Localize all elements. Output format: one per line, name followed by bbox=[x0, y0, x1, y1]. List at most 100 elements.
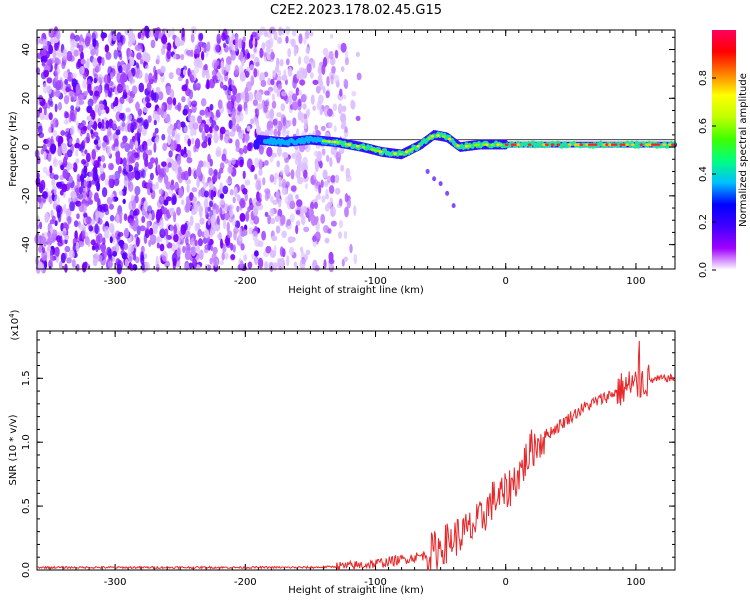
heatmap-cell bbox=[128, 33, 133, 44]
heatmap-cell bbox=[115, 154, 121, 165]
heatmap-cell bbox=[261, 42, 266, 50]
heatmap-cell bbox=[158, 32, 163, 40]
heatmap-cell bbox=[219, 162, 225, 170]
heatmap-cell bbox=[80, 58, 86, 65]
heatmap-cell bbox=[206, 79, 210, 90]
heatmap-cell bbox=[146, 205, 153, 216]
heatmap-cell bbox=[303, 226, 310, 233]
heatmap-cell bbox=[77, 122, 84, 131]
heatmap-cell bbox=[87, 199, 94, 205]
heatmap-cell bbox=[178, 187, 184, 198]
heatmap-cell bbox=[322, 86, 326, 94]
heatmap-cell bbox=[430, 134, 435, 138]
heatmap-cell bbox=[270, 218, 276, 225]
heatmap-cell bbox=[189, 191, 194, 201]
heatmap-cell bbox=[103, 134, 109, 144]
heatmap-cell bbox=[305, 47, 310, 54]
heatmap-cell bbox=[172, 257, 177, 266]
heatmap-cell bbox=[153, 142, 157, 153]
heatmap-cell bbox=[155, 181, 159, 190]
heatmap-cell bbox=[206, 133, 213, 140]
heatmap-cell bbox=[286, 219, 292, 226]
heatmap-cell bbox=[277, 83, 282, 90]
heatmap-cell bbox=[121, 82, 126, 93]
heatmap-cell bbox=[258, 145, 264, 155]
heatmap-cell bbox=[337, 43, 342, 50]
heatmap-cell bbox=[226, 56, 232, 65]
heatmap-cell bbox=[301, 215, 306, 226]
heatmap-cell bbox=[148, 213, 152, 221]
heatmap-cell bbox=[52, 37, 59, 44]
heatmap-cell bbox=[63, 234, 70, 240]
heatmap-cell bbox=[224, 238, 230, 244]
snr-frame bbox=[36, 330, 676, 571]
heatmap-cell bbox=[54, 40, 60, 52]
heatmap-cell bbox=[91, 179, 95, 185]
heatmap-cell bbox=[236, 205, 240, 213]
heatmap-cell bbox=[353, 205, 357, 217]
heatmap-cell bbox=[513, 143, 518, 146]
heatmap-cell bbox=[102, 237, 106, 245]
spectrogram-heatmap bbox=[34, 25, 677, 275]
heatmap-cell bbox=[137, 123, 143, 134]
heatmap-cell bbox=[78, 94, 85, 101]
heatmap-cell bbox=[295, 194, 299, 200]
heatmap-cell bbox=[101, 32, 108, 39]
heatmap-cell bbox=[287, 66, 293, 77]
heatmap-cell bbox=[212, 174, 218, 183]
heatmap-cell bbox=[80, 51, 84, 62]
heatmap-cell bbox=[42, 39, 48, 47]
heatmap-cell bbox=[228, 160, 232, 167]
heatmap-cell bbox=[161, 250, 168, 262]
heatmap-cell bbox=[303, 113, 307, 120]
heatmap-cell bbox=[134, 140, 139, 149]
heatmap-cell bbox=[182, 69, 187, 76]
heatmap-cell bbox=[220, 238, 223, 249]
heatmap-cell bbox=[238, 235, 243, 242]
heatmap-cell bbox=[499, 143, 503, 146]
heatmap-cell bbox=[257, 192, 262, 201]
heatmap-cell bbox=[56, 181, 63, 188]
heatmap-cell bbox=[242, 36, 246, 43]
heatmap-cell bbox=[275, 215, 279, 223]
heatmap-cell bbox=[112, 233, 116, 245]
heatmap-cell bbox=[146, 220, 151, 229]
heatmap-cell bbox=[209, 257, 213, 265]
heatmap-cell bbox=[166, 49, 172, 60]
heatmap-cell bbox=[129, 138, 134, 150]
heatmap-cell bbox=[255, 61, 260, 67]
heatmap-cell bbox=[152, 223, 159, 231]
heatmap-cell bbox=[186, 184, 190, 193]
heatmap-cell bbox=[335, 141, 340, 144]
colorbar-tick-label: 0.8 bbox=[698, 70, 709, 86]
heatmap-cell bbox=[146, 53, 151, 63]
heatmap-cell bbox=[321, 148, 326, 157]
heatmap-cell bbox=[287, 48, 292, 58]
heatmap-cell bbox=[285, 35, 289, 44]
heatmap-cell bbox=[54, 220, 58, 227]
heatmap-cell bbox=[92, 57, 98, 68]
heatmap-cell bbox=[245, 211, 250, 222]
heatmap-cell bbox=[341, 105, 347, 112]
heatmap-cell bbox=[166, 28, 172, 38]
heatmap-cell bbox=[87, 83, 92, 94]
heatmap-cell bbox=[100, 155, 106, 162]
heatmap-cell bbox=[340, 123, 345, 130]
heatmap-cell bbox=[314, 161, 319, 173]
heatmap-cell bbox=[230, 243, 234, 251]
heatmap-cell bbox=[324, 237, 330, 244]
heatmap-cell bbox=[49, 255, 54, 263]
heatmap-cell bbox=[130, 52, 135, 58]
heatmap-cell bbox=[441, 135, 446, 138]
heatmap-cell bbox=[77, 58, 82, 68]
heatmap-cell bbox=[527, 143, 532, 146]
heatmap-cell bbox=[52, 158, 59, 168]
heatmap-cell bbox=[272, 199, 279, 205]
heatmap-cell bbox=[282, 116, 287, 127]
heatmap-cell bbox=[180, 53, 185, 61]
heatmap-cell bbox=[154, 157, 159, 166]
heatmap-cell bbox=[146, 138, 153, 146]
heatmap-cell bbox=[143, 200, 148, 211]
heatmap-cell bbox=[314, 201, 318, 209]
heatmap-cell bbox=[217, 99, 223, 109]
